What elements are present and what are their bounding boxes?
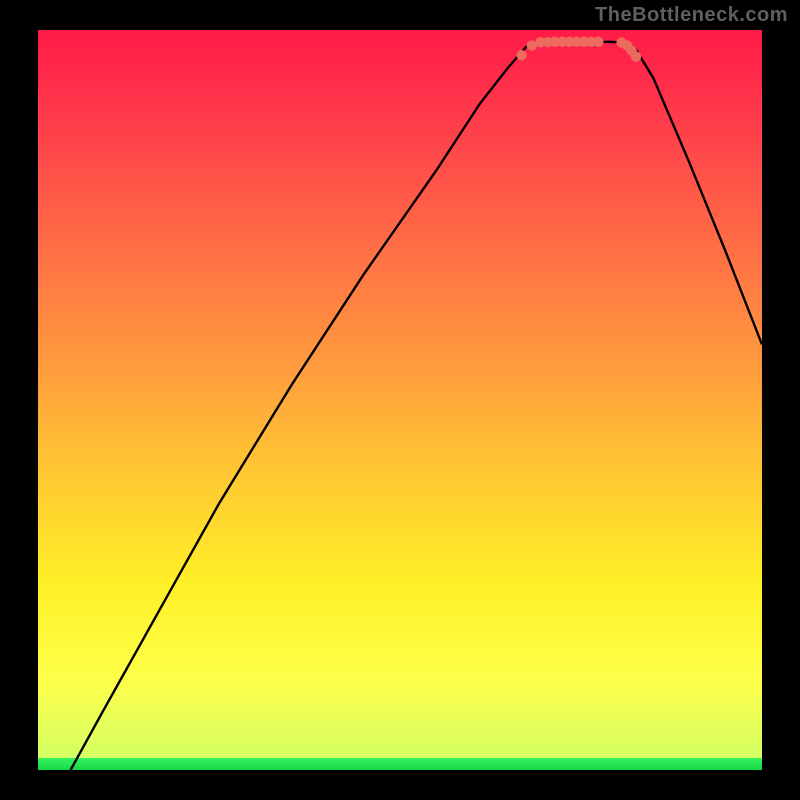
watermark-text: TheBottleneck.com <box>595 4 788 27</box>
bottleneck-curve <box>71 42 762 770</box>
curve-layer <box>38 30 762 770</box>
flat-dot <box>631 51 641 61</box>
flat-dot <box>593 37 603 47</box>
plot-frame <box>38 30 762 770</box>
plot-inner <box>38 30 762 770</box>
flat-region-dots <box>516 37 641 62</box>
flat-dot <box>516 50 526 60</box>
chart-outer: TheBottleneck.com <box>0 0 800 800</box>
